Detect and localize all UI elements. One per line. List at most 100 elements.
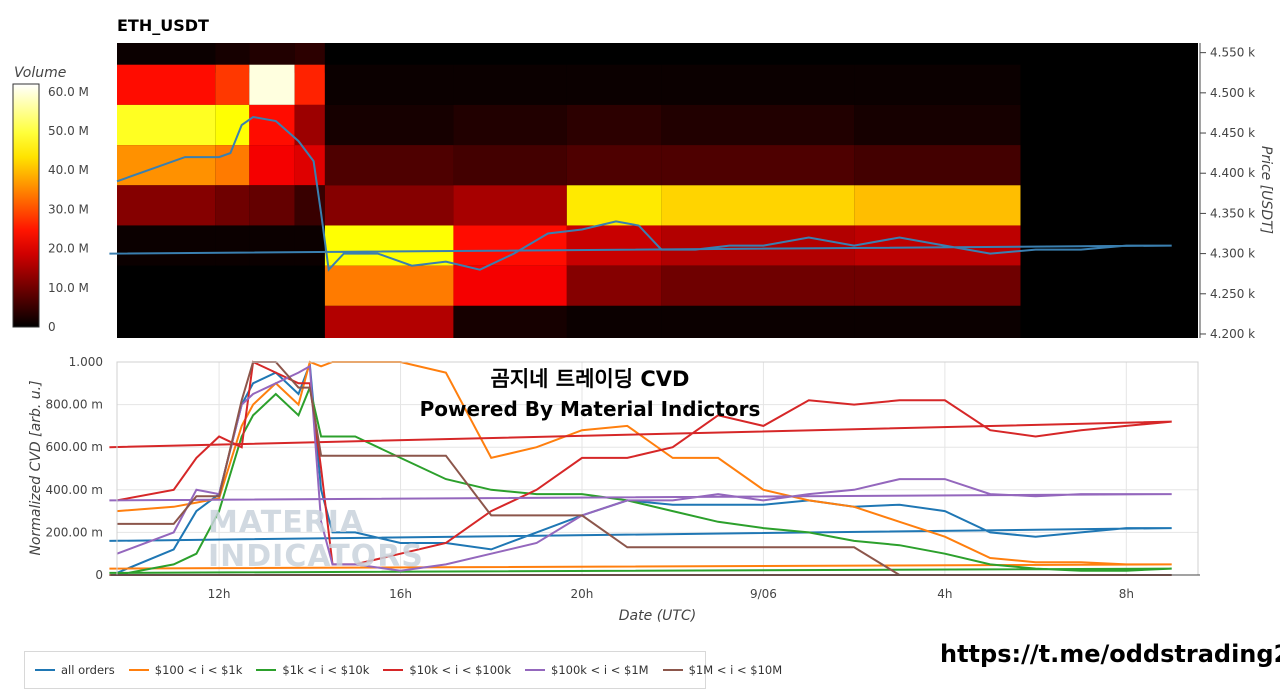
materia-watermark: MATERIA INDICATORS — [208, 506, 424, 574]
heatmap-cell — [661, 104, 855, 146]
heatmap-cell — [566, 145, 662, 186]
legend-item[interactable]: $1k < i < $10k — [256, 663, 369, 677]
cvd-series-line — [109, 360, 1172, 570]
legend-swatch — [383, 669, 404, 671]
heatmap-cell — [453, 64, 567, 105]
cvd-y-tick-label: 1.000 — [69, 355, 103, 369]
price-axis: 4.200 k 4.250 k 4.300 k 4.350 k 4.400 k 4.450… — [1199, 43, 1274, 341]
heatmap-cell — [249, 64, 295, 105]
cvd-axes: Date (UTC) Normalized CVD [arb. u.] — [28, 361, 1200, 624]
heatmap-cell — [215, 145, 250, 186]
cvd-x-tick-label: 8h — [1119, 587, 1134, 601]
colorbar-tick-label: 30.0 M — [48, 202, 89, 216]
cvd-y-axis-title: Normalized CVD [arb. u.] — [28, 380, 44, 555]
colorbar-tick-label: 40.0 M — [48, 163, 89, 177]
colorbar-tick-label: 60.0 M — [48, 85, 89, 99]
heatmap-cell — [854, 145, 1021, 186]
telegram-link[interactable]: https://t.me/oddstrading2 — [940, 640, 1280, 668]
colorbar-tick-label: 20.0 M — [48, 242, 89, 256]
heatmap-cell — [117, 145, 216, 186]
price-tick-label: 4.200 k — [1210, 327, 1255, 341]
cvd-x-tick-label: 16h — [389, 587, 412, 601]
heatmap-cell — [566, 64, 662, 105]
heatmap-cell — [215, 185, 250, 226]
heatmap-cell — [661, 64, 855, 105]
heatmap-cell — [324, 104, 454, 146]
price-tick-label: 4.300 k — [1210, 247, 1255, 261]
watermark-line-2: INDICATORS — [208, 539, 424, 574]
heatmap-cell — [294, 305, 325, 338]
cvd-x-tick-label: 9/06 — [750, 587, 777, 601]
cvd-x-tick-label: 20h — [571, 587, 594, 601]
heatmap-cell — [453, 185, 567, 226]
heatmap-cell — [324, 305, 454, 338]
heatmap-cell — [854, 225, 1021, 266]
heatmap-cell — [453, 225, 567, 266]
colorbar-tick-label: 0 — [48, 320, 56, 334]
heatmap-cell — [854, 104, 1021, 146]
heatmap-cell — [249, 185, 295, 226]
cvd-x-tick-label: 12h — [208, 587, 231, 601]
heatmap-cell — [215, 265, 250, 306]
price-line-layer — [109, 115, 1172, 272]
heatmap-cell — [324, 64, 454, 105]
heatmap-cell — [566, 265, 662, 306]
heatmap-cell — [294, 265, 325, 306]
heatmap-cell — [324, 225, 454, 266]
heatmap-cell — [324, 265, 454, 306]
heatmap-cell — [117, 64, 216, 105]
price-tick-label: 4.450 k — [1210, 126, 1255, 140]
heatmap-cell — [249, 305, 295, 338]
heatmap-cell — [453, 265, 567, 306]
legend-swatch — [662, 669, 683, 671]
heatmap-cell — [294, 104, 325, 146]
heatmap-cell — [215, 64, 250, 105]
cvd-y-tick-label: 600.00 m — [46, 440, 104, 454]
chart-title: ETH_USDT — [117, 16, 209, 35]
legend-item[interactable]: $100k < i < $1M — [525, 663, 649, 677]
legend-label: $100k < i < $1M — [551, 663, 649, 677]
heatmap-cell — [661, 265, 855, 306]
legend-item[interactable]: $1M < i < $10M — [662, 663, 783, 677]
colorbar-gradient — [12, 83, 40, 328]
heatmap-cell — [249, 265, 295, 306]
price-heatmap-chart: Volume 0 10.0 M 20.0 M 30.0 M 40.0 M 50.0 M 60.… — [12, 43, 1274, 341]
colorbar-title: Volume — [14, 65, 66, 81]
legend-label: all orders — [61, 663, 115, 677]
cvd-x-axis-title: Date (UTC) — [619, 608, 696, 624]
legend-item[interactable]: all orders — [35, 663, 115, 677]
watermark-line-1: MATERIA — [208, 505, 365, 540]
heatmap-cell — [117, 185, 216, 226]
legend-item[interactable]: $100 < i < $1k — [128, 663, 242, 677]
price-tick-label: 4.400 k — [1210, 166, 1255, 180]
legend-swatch — [35, 669, 55, 671]
legend-label: $10k < i < $100k — [409, 663, 512, 677]
legend-label: $1M < i < $10M — [688, 663, 783, 677]
overlay-line-1: 곰지네 트레이딩 CVD — [490, 367, 690, 391]
overlay-line-2: Powered By Material Indictors — [419, 397, 761, 421]
heatmap-cell — [661, 305, 855, 338]
heatmap-cell — [661, 185, 855, 226]
legend-swatch — [525, 669, 546, 671]
price-axis-title: Price [USDT] — [1258, 146, 1274, 234]
cvd-x-tick-label: 4h — [937, 587, 952, 601]
colorbar-tick-label: 50.0 M — [48, 124, 89, 138]
heatmap-cell — [117, 265, 216, 306]
heatmap-cell — [661, 145, 855, 186]
heatmap-cell — [324, 145, 454, 186]
heatmap-cell — [324, 185, 454, 226]
heatmap-cell — [854, 265, 1021, 306]
cvd-y-tick-label: 200.00 m — [46, 525, 104, 539]
legend-label: $1k < i < $10k — [282, 663, 370, 677]
chart-legend: all orders $100 < i < $1k $1k < i < $10k $1… — [24, 651, 782, 689]
heatmap-cell — [215, 225, 250, 266]
cvd-line-chart: 0 200.00 m 400.00 m 600.00 m 800.00 m 1.000 12… — [28, 355, 1200, 624]
price-tick-label: 4.500 k — [1210, 86, 1255, 100]
cvd-series-line — [109, 384, 1172, 576]
volume-colorbar: Volume 0 10.0 M 20.0 M 30.0 M 40.0 M 50.0 M 60.… — [12, 65, 89, 334]
overlay-caption: 곰지네 트레이딩 CVD Powered By Material Indicto… — [360, 364, 820, 424]
heatmap-cell — [117, 305, 216, 338]
legend-item[interactable]: $10k < i < $100k — [383, 663, 511, 677]
heatmap-cell — [294, 145, 325, 186]
heatmap-cell — [854, 185, 1021, 226]
